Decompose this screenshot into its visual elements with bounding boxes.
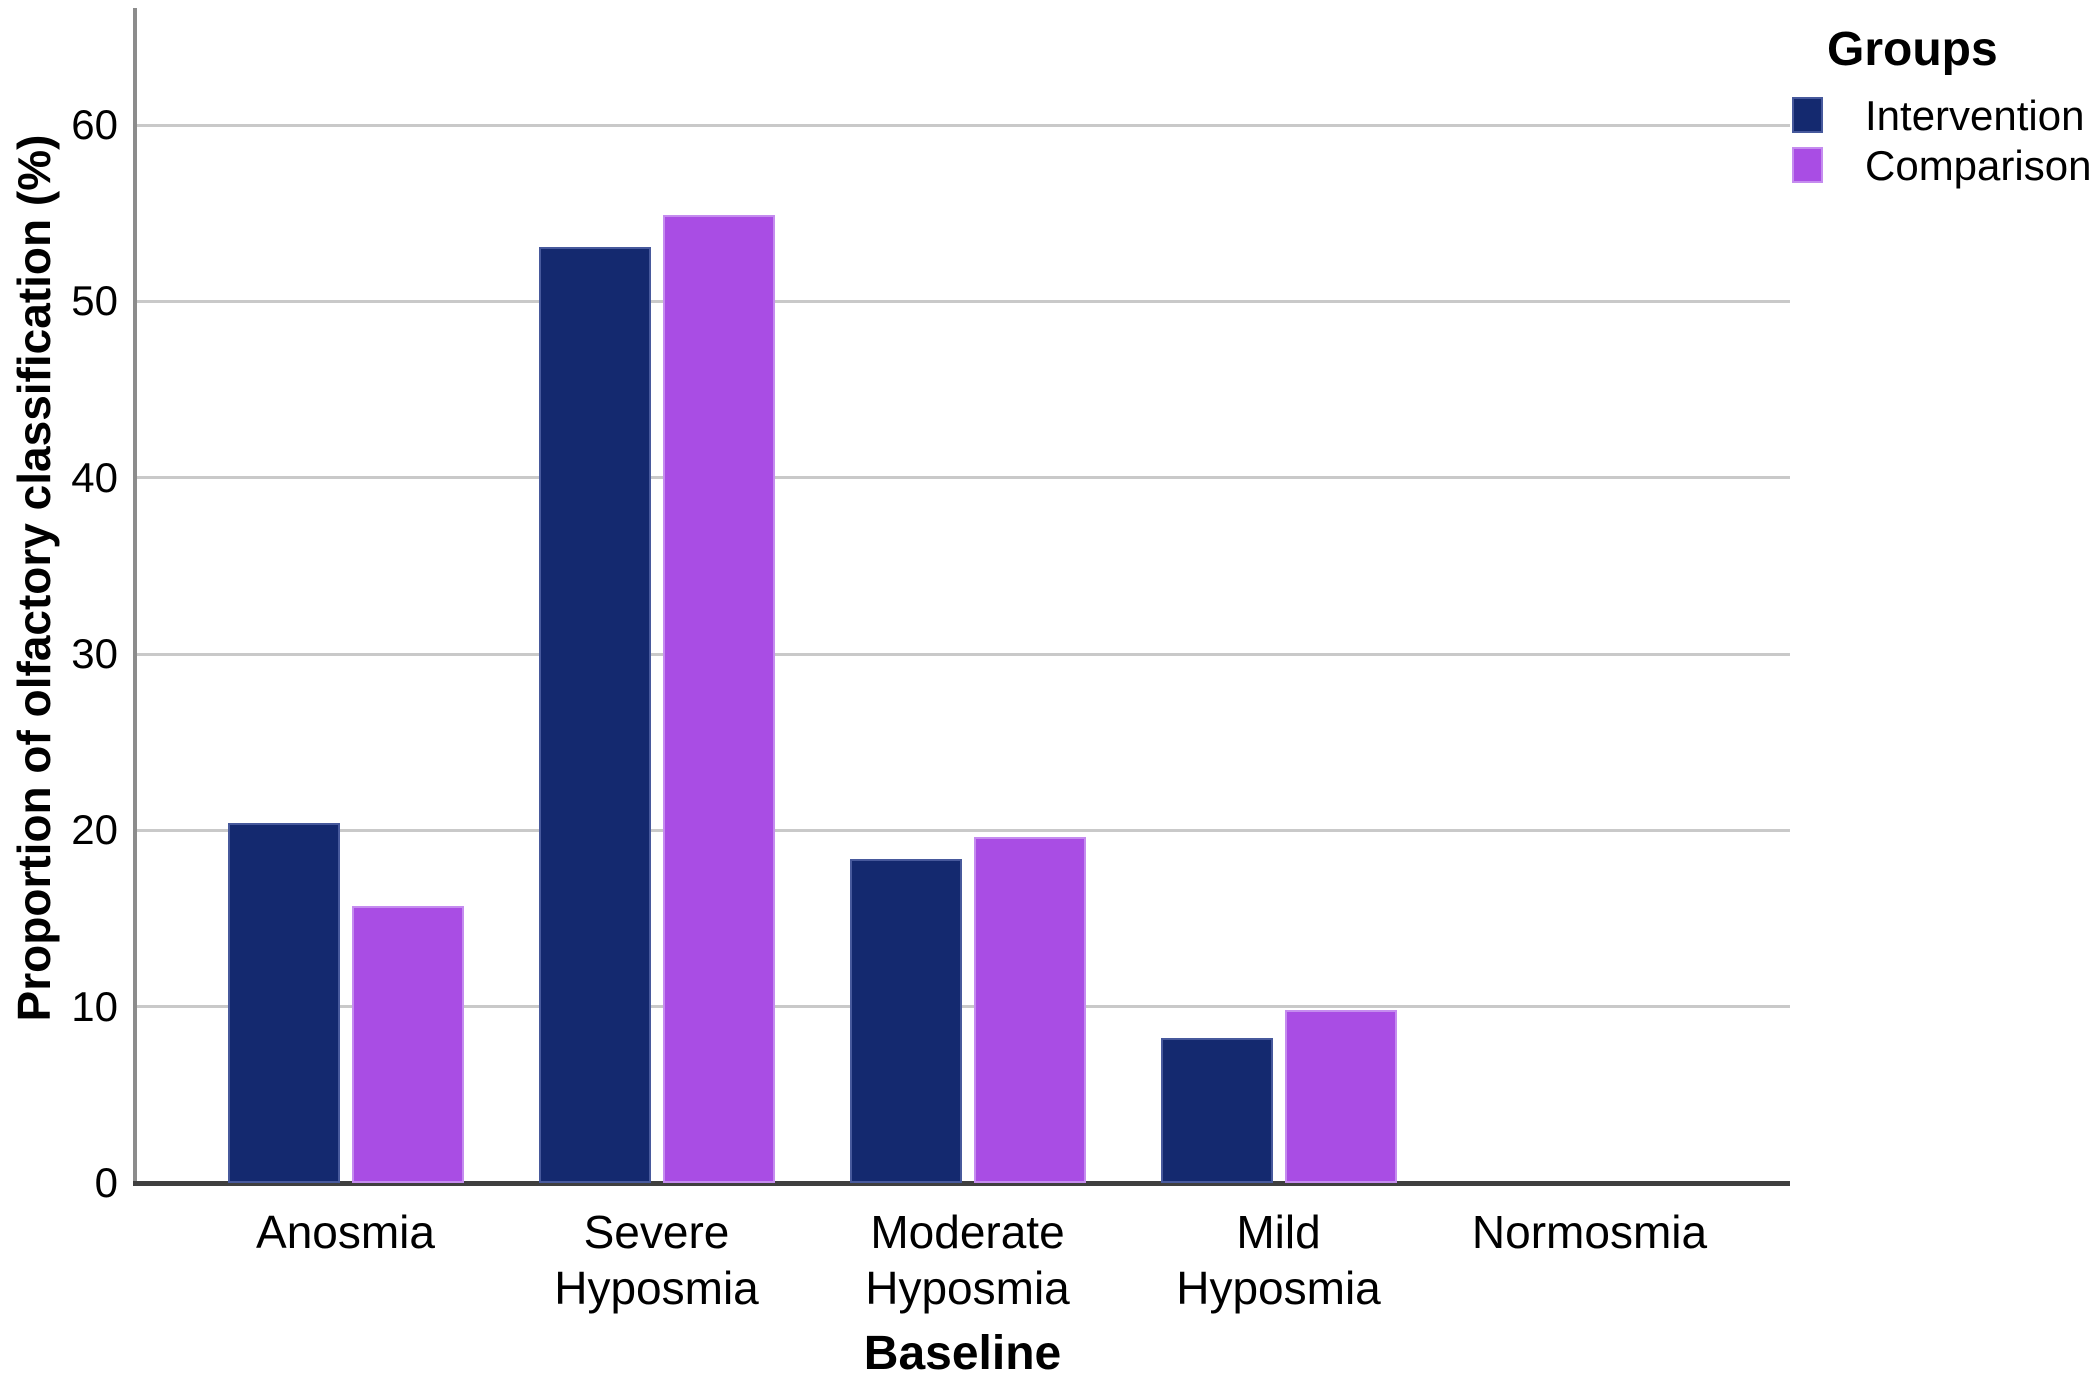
legend-swatch-comparison [1792,147,1823,183]
x-category-label-normosmia: Normosmia [1471,1206,1708,1258]
bar-intervention-moderate-hyposmia [849,859,962,1183]
x-category-label-mild-hyposmia: Mild Hyposmia [1176,1206,1381,1314]
bar-comparison-moderate-hyposmia [973,837,1086,1183]
y-tick-label-50: 50 [71,277,118,325]
legend-swatch-intervention [1792,97,1823,133]
bar-intervention-mild-hyposmia [1160,1038,1273,1183]
x-axis-title: Baseline [863,1327,1062,1380]
legend-item-label-intervention: Intervention [1865,92,2085,139]
gridline-30 [137,652,1790,656]
legend-item-label-comparison: Comparison [1865,142,2091,189]
bar-comparison-mild-hyposmia [1284,1010,1397,1183]
gridline-40 [137,476,1790,480]
gridline-10 [137,1005,1790,1009]
legend-title: Groups [1827,23,1998,76]
y-axis-line [133,8,137,1185]
y-tick-label-20: 20 [71,806,118,854]
x-category-label-moderate-hyposmia: Moderate Hyposmia [865,1206,1070,1314]
gridline-50 [137,299,1790,303]
y-tick-label-40: 40 [71,453,118,501]
y-axis-title: Proportion of olfactory classification (… [8,134,60,1022]
x-category-label-anosmia: Anosmia [256,1206,435,1258]
y-tick-label-60: 60 [71,101,118,149]
gridline-20 [137,828,1790,832]
y-tick-label-0: 0 [94,1159,118,1206]
gridline-60 [137,123,1790,127]
bar-intervention-anosmia [227,823,340,1183]
bar-intervention-severe-hyposmia [538,247,651,1183]
bar-comparison-severe-hyposmia [662,215,775,1183]
x-axis-line [133,1181,1790,1186]
y-tick-label-10: 10 [71,982,118,1030]
y-tick-label-30: 30 [71,630,118,677]
bar-comparison-anosmia [351,906,464,1183]
x-category-label-severe-hyposmia: Severe Hyposmia [554,1206,759,1314]
